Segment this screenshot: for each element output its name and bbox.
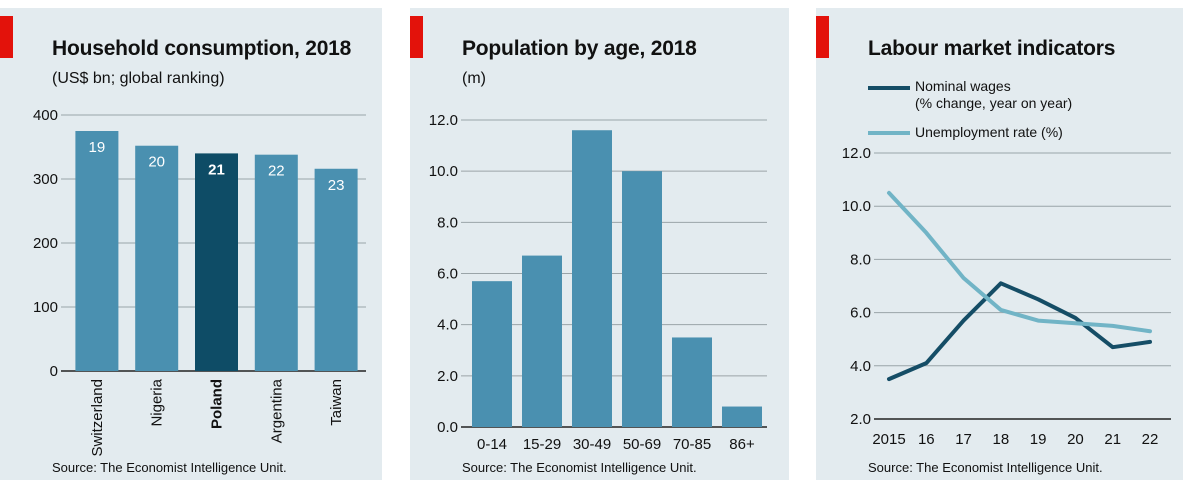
x-tick-label: 86+: [729, 436, 755, 453]
bar-taiwan: [314, 168, 358, 371]
data-label: 21: [208, 161, 225, 178]
chart-subtitle: (m): [462, 70, 486, 87]
source-note: Source: The Economist Intelligence Unit.: [52, 460, 287, 475]
data-label: 23: [328, 177, 345, 194]
accent-bar: [0, 16, 13, 58]
bar-switzerland: [75, 131, 119, 371]
x-tick-label: 50-69: [623, 436, 661, 453]
legend-wages-label: Nominal wages (% change, year on year): [915, 78, 1072, 112]
panel-household-consumption: Household consumption, 2018 (US$ bn; glo…: [0, 8, 382, 480]
household-consumption-chart: 400 300 200 100 0 19 Switzerland 20 Nigeria 21 Pol…: [33, 107, 366, 457]
unemployment-rate-line: [887, 190, 1152, 334]
source-note: Source: The Economist Intelligence Unit.: [462, 460, 697, 475]
bar-age-1: [522, 255, 562, 427]
y-tick-label: 6.0: [437, 266, 458, 283]
chart-subtitle: (US$ bn; global ranking): [52, 70, 225, 87]
x-tick-label: 16: [918, 431, 935, 448]
legend-unemployment-label: Unemployment rate (%): [915, 124, 1063, 141]
accent-bar: [816, 16, 829, 58]
x-tick-label: 18: [993, 431, 1010, 448]
bar-age-2: [572, 130, 612, 427]
x-tick-label: 17: [955, 431, 972, 448]
x-tick-label: 20: [1067, 431, 1084, 448]
y-tick-label: 2.0: [437, 368, 458, 385]
bar-age-5: [722, 406, 762, 427]
x-tick-label: Poland: [209, 379, 226, 429]
chart-title: Population by age, 2018: [462, 37, 697, 60]
y-tick-label: 400: [33, 107, 58, 124]
data-label: 20: [148, 154, 165, 171]
y-tick-label: 100: [33, 299, 58, 316]
x-tick-label: 15-29: [523, 436, 561, 453]
x-tick-label: Switzerland: [89, 379, 106, 457]
panel-labour-market: Labour market indicators 12.0 10.0 8.0 6.0 4…: [816, 8, 1183, 480]
chart-title: Household consumption, 2018: [52, 37, 352, 60]
x-tick-label: Argentina: [268, 378, 285, 443]
x-tick-label: 70-85: [673, 436, 711, 453]
legend-wages-note: (% change, year on year): [915, 95, 1073, 111]
x-tick-label: 19: [1030, 431, 1047, 448]
x-tick-label: 22: [1142, 431, 1159, 448]
x-tick-label: 30-49: [573, 436, 611, 453]
y-tick-label: 12.0: [429, 112, 458, 129]
y-tick-label: 0.0: [437, 419, 458, 436]
y-tick-label: 10.0: [429, 163, 458, 180]
y-tick-label: 6.0: [850, 305, 871, 322]
y-tick-label: 2.0: [850, 411, 871, 428]
population-by-age-chart: 12.0 10.0 8.0 6.0 4.0 2.0 0.0 0-14 15-29 30-49 50-…: [429, 112, 767, 453]
panel-population-by-age: Population by age, 2018 (m) 12.0 10.0 8.0 6…: [410, 8, 789, 480]
data-label: 19: [89, 139, 106, 156]
y-tick-label: 200: [33, 235, 58, 252]
bar-nigeria: [135, 145, 179, 371]
y-tick-label: 0: [50, 363, 58, 380]
x-tick-label: 0-14: [477, 436, 507, 453]
x-tick-label: Nigeria: [149, 378, 166, 426]
chart-title: Labour market indicators: [868, 37, 1116, 60]
y-tick-label: 8.0: [437, 214, 458, 231]
data-label: 22: [268, 163, 285, 180]
nominal-wages-line: [887, 281, 1152, 382]
accent-bar: [410, 16, 423, 58]
y-tick-label: 8.0: [850, 251, 871, 268]
y-tick-label: 300: [33, 171, 58, 188]
y-tick-label: 4.0: [850, 358, 871, 375]
bar-argentina: [254, 154, 298, 371]
bar-age-0: [472, 281, 512, 427]
bar-age-4: [672, 337, 712, 427]
x-tick-label: 21: [1104, 431, 1121, 448]
y-tick-label: 12.0: [842, 145, 871, 162]
bar-poland: [195, 153, 238, 371]
x-tick-label: 2015: [872, 431, 905, 448]
y-tick-label: 4.0: [437, 317, 458, 334]
legend-wages-name: Nominal wages: [915, 78, 1011, 94]
legend-unemployment-name: Unemployment rate (%): [915, 124, 1063, 140]
y-tick-label: 10.0: [842, 198, 871, 215]
source-note: Source: The Economist Intelligence Unit.: [868, 460, 1103, 475]
x-tick-label: Taiwan: [328, 379, 345, 426]
bar-age-3: [622, 171, 662, 427]
